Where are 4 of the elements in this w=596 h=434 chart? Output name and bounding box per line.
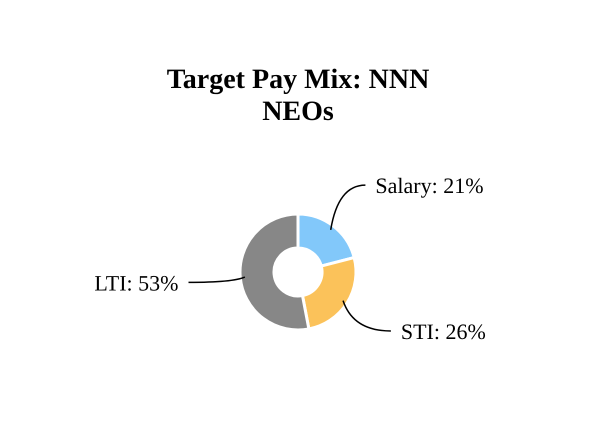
- slice-label: LTI: 53%: [94, 270, 178, 296]
- slice-label: STI: 26%: [400, 318, 486, 344]
- slice-label: Salary: 21%: [375, 173, 484, 198]
- chart-title: Target Pay Mix: NNN NEOs: [166, 64, 430, 127]
